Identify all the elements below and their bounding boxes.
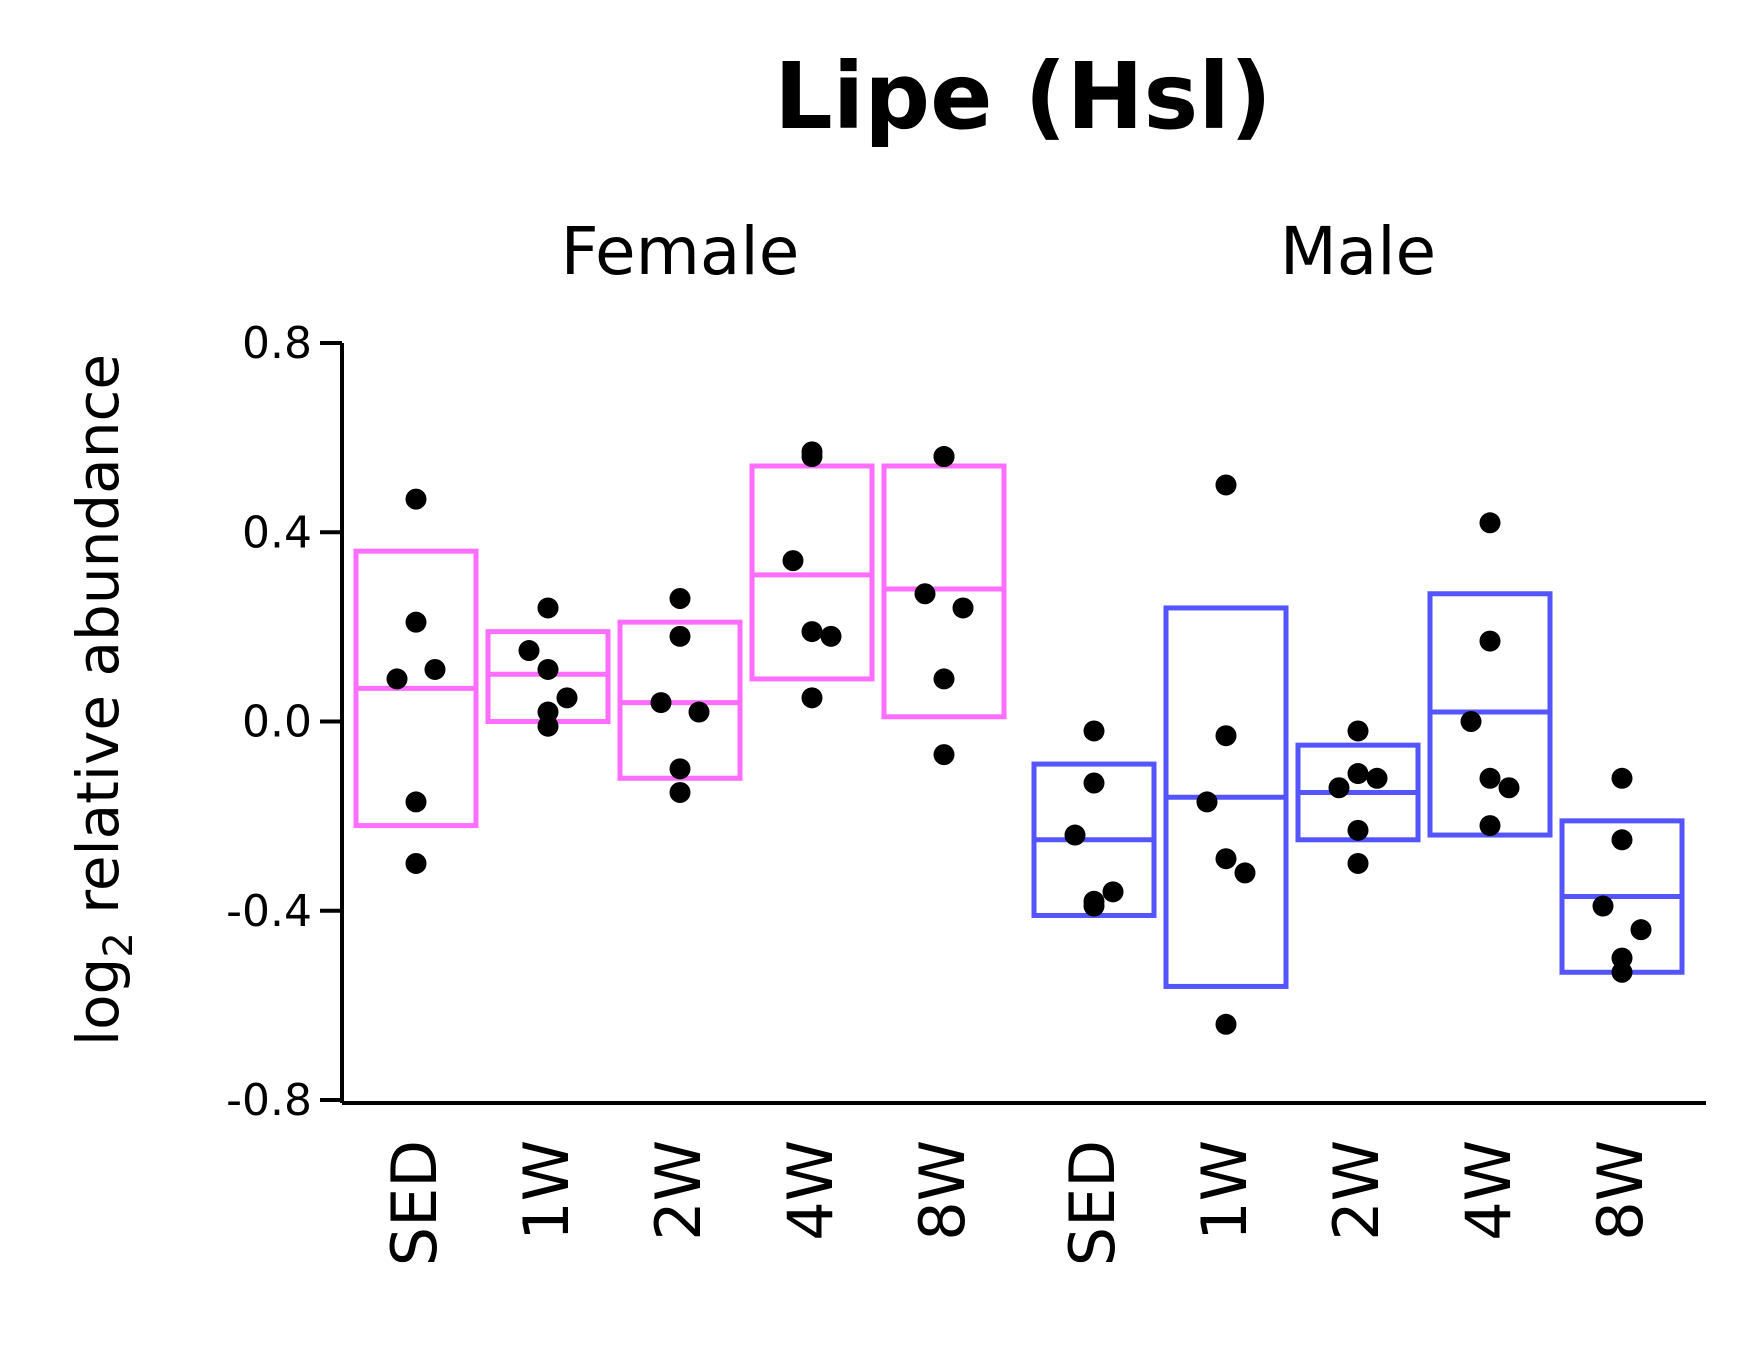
- y-axis-label-sub: 2: [96, 932, 142, 957]
- data-point: [518, 640, 540, 662]
- data-point: [1083, 772, 1105, 794]
- data-point: [933, 668, 955, 690]
- data-point: [1083, 890, 1105, 912]
- data-point: [1479, 815, 1501, 837]
- data-point: [1215, 474, 1237, 496]
- data-point: [405, 791, 427, 813]
- group-male-1w: [1163, 474, 1289, 1035]
- data-point: [1064, 824, 1086, 846]
- data-point: [801, 621, 823, 643]
- x-tick-label: 4W: [774, 1140, 847, 1241]
- data-point: [669, 781, 691, 803]
- data-point: [1083, 720, 1105, 742]
- data-point: [1215, 848, 1237, 870]
- data-point: [1347, 852, 1369, 874]
- data-point: [1215, 725, 1237, 747]
- data-point: [782, 550, 804, 572]
- group-female-sed: [353, 488, 479, 874]
- data-point: [1196, 791, 1218, 813]
- data-point: [1611, 947, 1633, 969]
- group-female-2w: [617, 587, 743, 803]
- data-point: [405, 611, 427, 633]
- data-point: [1102, 881, 1124, 903]
- data-point: [405, 852, 427, 874]
- data-point: [688, 701, 710, 723]
- data-point: [1498, 777, 1520, 799]
- y-tick-label: 0.0: [242, 697, 312, 748]
- y-tick-label: 0.8: [242, 318, 312, 369]
- group-male-4w: [1427, 512, 1553, 838]
- data-point: [1215, 1013, 1237, 1035]
- data-point: [1328, 777, 1350, 799]
- data-point: [1366, 767, 1388, 789]
- data-point: [537, 658, 559, 680]
- group-male-8w: [1559, 767, 1685, 983]
- data-point: [669, 587, 691, 609]
- data-point: [820, 625, 842, 647]
- data-point: [650, 692, 672, 714]
- x-tick-label: 2W: [1320, 1140, 1393, 1241]
- group-male-sed: [1031, 720, 1157, 918]
- data-point: [801, 687, 823, 709]
- data-point: [914, 583, 936, 605]
- facet-label-male: Male: [1280, 213, 1436, 290]
- x-tick-label: SED: [378, 1140, 451, 1266]
- data-point: [933, 744, 955, 766]
- data-groups: [353, 441, 1685, 1035]
- data-point: [1611, 829, 1633, 851]
- data-point: [1479, 767, 1501, 789]
- data-point: [1592, 895, 1614, 917]
- x-tick-label: 1W: [510, 1140, 583, 1241]
- data-point: [1347, 819, 1369, 841]
- group-male-2w: [1295, 720, 1421, 874]
- data-point: [1611, 767, 1633, 789]
- y-axis-label-main: log: [64, 958, 132, 1046]
- data-point: [1347, 720, 1369, 742]
- x-tick-label: 8W: [1584, 1140, 1657, 1241]
- facet-label-female: Female: [561, 213, 800, 290]
- group-female-1w: [485, 597, 611, 737]
- x-tick-label: SED: [1056, 1140, 1129, 1266]
- x-axis: SED 1W 2W 4W 8W SED 1W 2W 4W 8W: [342, 1101, 1706, 1266]
- data-point: [424, 658, 446, 680]
- data-point: [1630, 919, 1652, 941]
- data-point: [669, 625, 691, 647]
- y-axis-label-rest: relative abundance: [64, 354, 132, 932]
- data-point: [1234, 862, 1256, 884]
- y-tick-label: -0.4: [226, 886, 312, 937]
- data-point: [1347, 763, 1369, 785]
- data-point: [1479, 630, 1501, 652]
- group-female-8w: [881, 446, 1007, 766]
- data-point: [952, 597, 974, 619]
- data-point: [933, 446, 955, 468]
- chart-title: Lipe (Hsl): [774, 43, 1272, 150]
- data-point: [1479, 512, 1501, 534]
- data-point: [405, 488, 427, 510]
- y-axis-label: log2 relative abundance: [64, 354, 142, 1046]
- x-tick-label: 8W: [906, 1140, 979, 1241]
- group-female-4w: [749, 441, 875, 709]
- data-point: [386, 668, 408, 690]
- x-tick-label: 2W: [642, 1140, 715, 1241]
- data-point: [669, 758, 691, 780]
- x-tick-label: 1W: [1188, 1140, 1261, 1241]
- data-point: [537, 715, 559, 737]
- y-tick-label: -0.8: [226, 1075, 312, 1126]
- facet-labels: Female Male: [561, 213, 1436, 290]
- data-point: [556, 687, 578, 709]
- x-tick-label: 4W: [1452, 1140, 1525, 1241]
- y-axis: 0.8 0.4 0.0 -0.4 -0.8: [226, 318, 344, 1126]
- data-point: [801, 441, 823, 463]
- y-tick-label: 0.4: [242, 507, 312, 558]
- data-point: [537, 597, 559, 619]
- data-point: [1460, 711, 1482, 732]
